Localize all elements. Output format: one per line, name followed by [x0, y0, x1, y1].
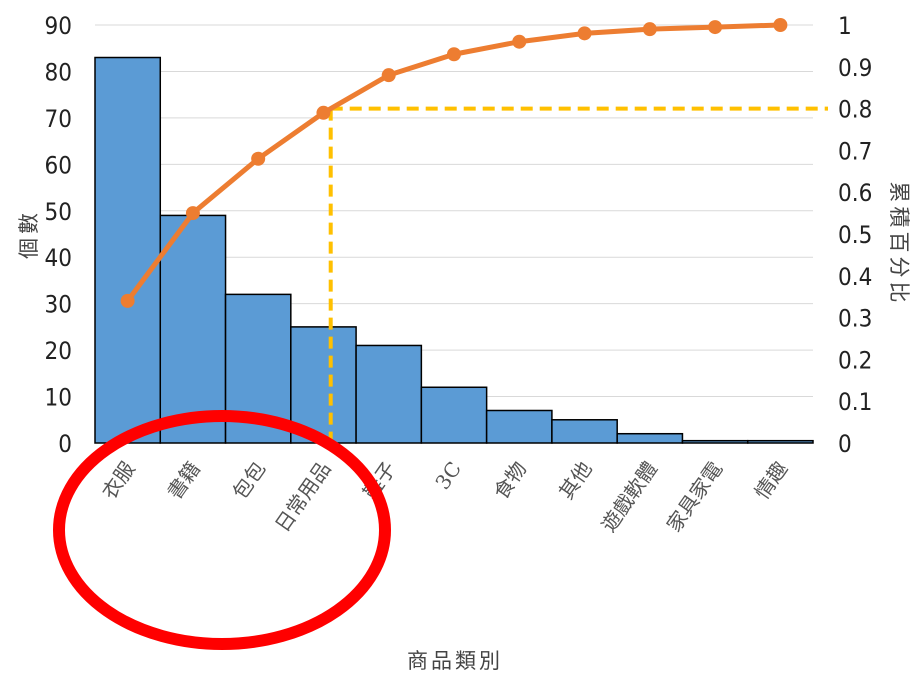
- bar: [616, 432, 684, 444]
- x-category-label: 日常用品: [270, 457, 336, 536]
- cumulative-point: [773, 18, 788, 32]
- y-tick-label-right: 0.2: [838, 346, 872, 374]
- y-tick-label-left: 0: [58, 430, 72, 458]
- y-tick-label-left: 80: [45, 58, 72, 86]
- y-tick-label-right: 1: [838, 12, 852, 40]
- cumulative-point: [381, 68, 396, 83]
- y-tick-label-left: 70: [45, 105, 72, 133]
- y-tick-label-right: 0.8: [838, 96, 872, 124]
- y-tick-label-left: 50: [45, 198, 72, 226]
- x-category-label: 情趣: [750, 457, 793, 504]
- y-tick-label-right: 0.4: [838, 263, 872, 291]
- bar: [551, 419, 618, 444]
- x-category-label: 書籍: [162, 457, 205, 504]
- y-tick-label-right: 0.7: [838, 137, 872, 165]
- y-tick-label-right: 0.6: [838, 179, 872, 207]
- bar: [94, 56, 162, 444]
- y-tick-label-left: 40: [45, 244, 72, 272]
- highlight-ellipse: [53, 410, 391, 650]
- bar: [681, 439, 749, 444]
- cumulative-point: [185, 206, 200, 221]
- bar: [355, 344, 423, 444]
- bar: [290, 326, 357, 444]
- x-axis-label: 商品類別: [407, 649, 503, 673]
- y-axis-left-label: 個數: [17, 209, 41, 259]
- x-category-label: 遊戲軟體: [596, 457, 662, 536]
- x-axis-category-labels: 衣服 書籍 包包 日常用品 鞋子 3C 食物 其他 遊戲軟體 家具家電 情趣: [97, 457, 792, 536]
- cumulative-point: [251, 151, 266, 166]
- cumulative-point: [120, 293, 135, 308]
- y-axis-right-ticks: 0 0.1 0.2 0.3 0.4 0.5 0.6 0.7 0.8 0.9 1: [838, 12, 872, 458]
- y-tick-label-right: 0.5: [838, 221, 872, 249]
- y-tick-label-left: 10: [45, 384, 72, 412]
- y-tick-label-right: 0.1: [838, 388, 872, 416]
- y-tick-label-left: 20: [45, 337, 72, 365]
- cumulative-point: [642, 22, 657, 37]
- cumulative-point: [708, 20, 723, 35]
- cumulative-point: [447, 47, 461, 62]
- y-tick-label-left: 30: [45, 291, 72, 319]
- y-tick-label-right: 0.3: [838, 305, 872, 333]
- x-category-label: 食物: [489, 457, 532, 504]
- y-axis-left-ticks: 0 10 20 30 40 50 60 70 80 90: [45, 12, 72, 458]
- cumulative-point: [577, 26, 592, 41]
- cumulative-line: [120, 18, 788, 308]
- x-category-label: 家具家電: [662, 457, 728, 536]
- bar: [746, 439, 814, 444]
- cumulative-point: [316, 105, 331, 120]
- x-category-label: 包包: [228, 457, 271, 504]
- reference-line-80: [328, 106, 828, 443]
- y-tick-label-right: 0: [838, 430, 852, 458]
- y-tick-label-right: 0.9: [838, 54, 872, 82]
- bars: [94, 56, 814, 444]
- bar: [159, 214, 227, 444]
- cumulative-point: [512, 34, 527, 49]
- x-category-label: 衣服: [97, 457, 140, 504]
- bar: [485, 409, 553, 444]
- y-axis-right-label: 累積百分比: [887, 182, 911, 307]
- y-tick-label-left: 60: [45, 151, 72, 179]
- y-tick-label-left: 90: [45, 12, 72, 40]
- x-category-label: 3C: [430, 457, 466, 494]
- bar: [420, 386, 488, 444]
- x-category-label: 其他: [554, 457, 597, 504]
